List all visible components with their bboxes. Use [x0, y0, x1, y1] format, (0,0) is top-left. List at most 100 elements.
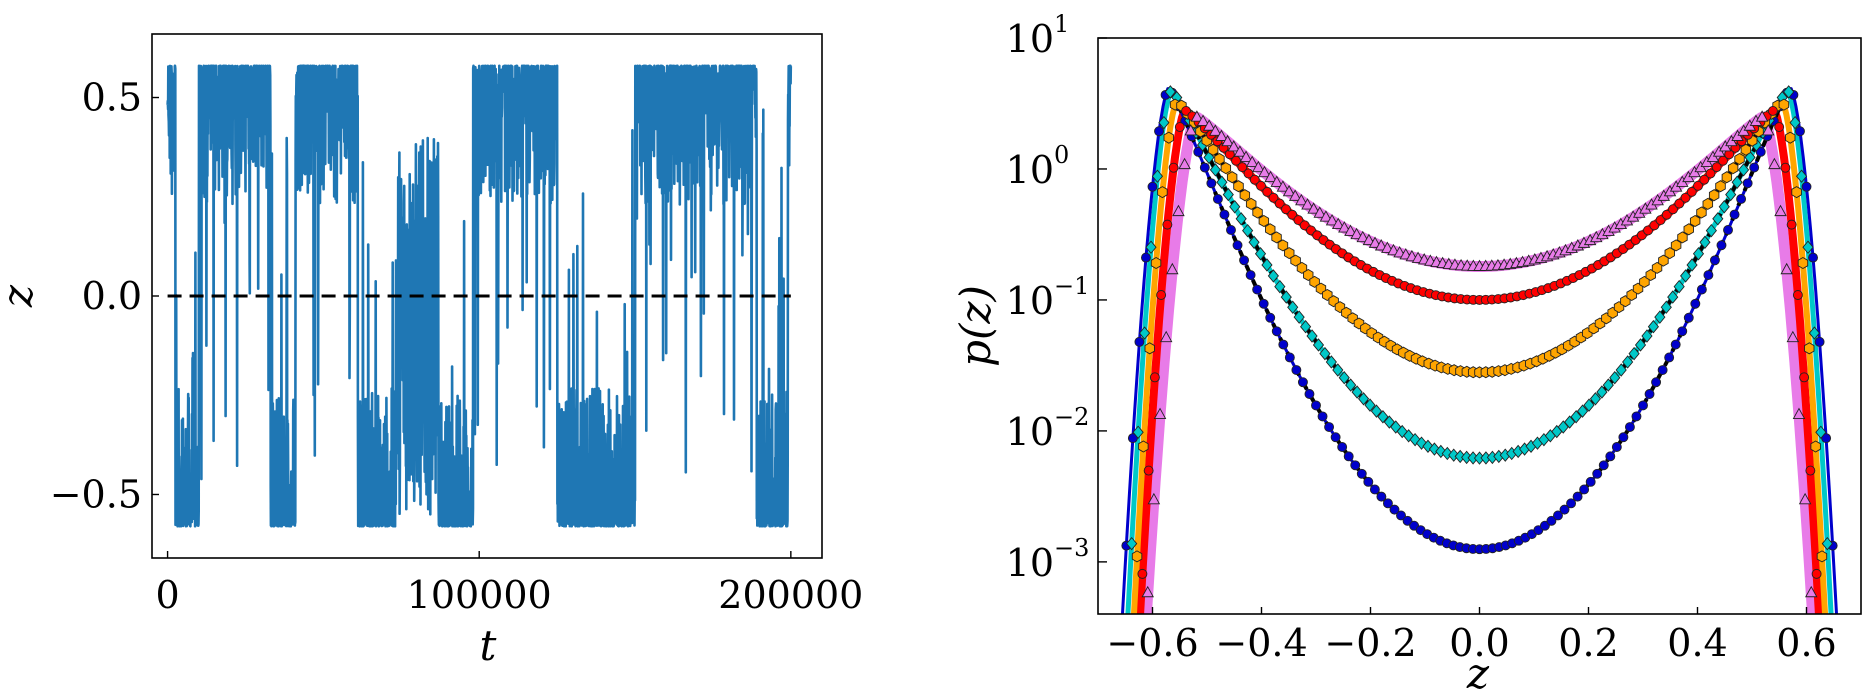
- right-data-point: [1265, 223, 1276, 236]
- right-data-point: [1303, 268, 1314, 282]
- right-data-point: [1245, 270, 1256, 280]
- right-data-point: [1319, 210, 1333, 222]
- right-data-point: [1696, 284, 1707, 295]
- right-data-point: [1300, 319, 1312, 334]
- right-data-point: [1282, 184, 1296, 197]
- right-data-point: [1374, 239, 1388, 251]
- right-x-tick-label: 0.0: [1449, 621, 1509, 665]
- right-data-point: [1774, 204, 1787, 217]
- right-data-point: [1810, 440, 1821, 453]
- right-data-point: [1141, 252, 1151, 263]
- right-data-point: [1705, 223, 1717, 238]
- right-data-point: [1801, 181, 1812, 192]
- right-data-point: [1337, 442, 1348, 452]
- right-data-point: [1805, 465, 1816, 476]
- right-data-point: [1742, 178, 1753, 189]
- right-data-point: [1209, 163, 1222, 177]
- right-data-point: [1778, 98, 1790, 111]
- right-data-point: [1258, 298, 1269, 309]
- right-data-point: [1715, 180, 1726, 193]
- right-data-point: [1242, 223, 1254, 238]
- right-data-point: [1768, 157, 1781, 170]
- right-data-point: [1147, 181, 1158, 192]
- right-data-point: [1674, 198, 1685, 209]
- right-data-point: [1265, 312, 1276, 323]
- right-data-point: [1287, 300, 1299, 314]
- right-data-point: [1324, 422, 1335, 432]
- right-data-point: [1307, 202, 1320, 214]
- right-data-point: [1258, 165, 1271, 178]
- right-x-tick-label: 0.2: [1558, 621, 1618, 665]
- right-data-point: [1657, 365, 1668, 375]
- right-data-point: [1708, 189, 1720, 202]
- right-data-point: [1332, 363, 1344, 377]
- right-data-point: [1293, 215, 1304, 226]
- right-data-point: [1605, 451, 1616, 462]
- right-data-point: [1755, 110, 1769, 122]
- right-data-point: [1718, 200, 1730, 214]
- right-data-point: [1264, 170, 1277, 183]
- right-data-point: [1699, 235, 1711, 250]
- right-x-axis-label: z: [1466, 649, 1490, 696]
- right-data-point: [1278, 339, 1289, 350]
- right-x-tick-label: −0.6: [1106, 621, 1198, 665]
- right-data-point: [1740, 143, 1752, 156]
- right-data-point: [1252, 206, 1263, 219]
- right-data-point: [1702, 197, 1714, 210]
- right-data-point: [1331, 217, 1345, 230]
- right-data-point: [1153, 407, 1167, 420]
- right-data-point: [1673, 279, 1685, 294]
- right-data-point: [1402, 515, 1413, 526]
- right-data-point: [1164, 85, 1176, 99]
- right-data-point: [1786, 330, 1800, 343]
- right-data-point: [1564, 415, 1576, 429]
- right-data-point: [1357, 392, 1370, 406]
- right-data-point: [1184, 123, 1198, 136]
- right-y-tick-exponent: 0: [1054, 141, 1069, 169]
- left-axis-ticks: 0 100000 200000 −0.5 0.0 0.5: [50, 76, 864, 617]
- right-data-point: [1566, 498, 1577, 509]
- right-data-point: [1795, 169, 1808, 183]
- right-data-point: [1802, 240, 1814, 254]
- right-data-point: [1792, 290, 1803, 300]
- right-data-point: [1288, 189, 1302, 201]
- right-data-point: [1330, 432, 1341, 443]
- left-x-tick-label: 0: [155, 573, 179, 617]
- right-data-point: [1723, 225, 1733, 235]
- right-data-point: [1226, 225, 1236, 235]
- right-data-point: [1377, 410, 1389, 424]
- right-data-point: [1683, 312, 1694, 323]
- right-data-point: [1696, 206, 1707, 219]
- right-data-point: [1749, 162, 1760, 173]
- right-data-point: [1313, 206, 1327, 218]
- left-y-tick-label: −0.5: [50, 472, 142, 516]
- right-data-point: [1716, 240, 1727, 251]
- right-data-point: [1227, 140, 1241, 152]
- right-data-point: [1795, 126, 1805, 137]
- right-data-point: [1792, 407, 1806, 420]
- right-data-point: [1248, 235, 1260, 250]
- right-data-point: [1297, 377, 1308, 388]
- right-data-point: [1709, 255, 1720, 266]
- right-data-point: [1670, 339, 1681, 350]
- right-data-point: [1703, 270, 1714, 280]
- right-data-point: [1126, 536, 1138, 551]
- right-data-point: [1589, 392, 1602, 406]
- right-data-point: [1609, 370, 1621, 385]
- right-data-point: [1618, 432, 1629, 443]
- right-data-point: [1301, 198, 1314, 210]
- right-data-point: [1245, 197, 1257, 210]
- right-data-point: [1680, 269, 1692, 283]
- right-data-point: [1270, 175, 1284, 187]
- right-data-point: [1190, 110, 1204, 122]
- right-data-point: [1350, 227, 1363, 240]
- right-data-point: [1736, 194, 1747, 204]
- right-data-point: [1789, 115, 1801, 130]
- right-data-point: [1721, 171, 1733, 184]
- right-data-point: [1237, 162, 1248, 173]
- right-data-point: [1729, 209, 1740, 220]
- right-data-point: [1731, 175, 1743, 189]
- right-data-point: [1219, 209, 1230, 220]
- right-data-point: [1804, 342, 1815, 355]
- right-data-point: [1798, 492, 1812, 505]
